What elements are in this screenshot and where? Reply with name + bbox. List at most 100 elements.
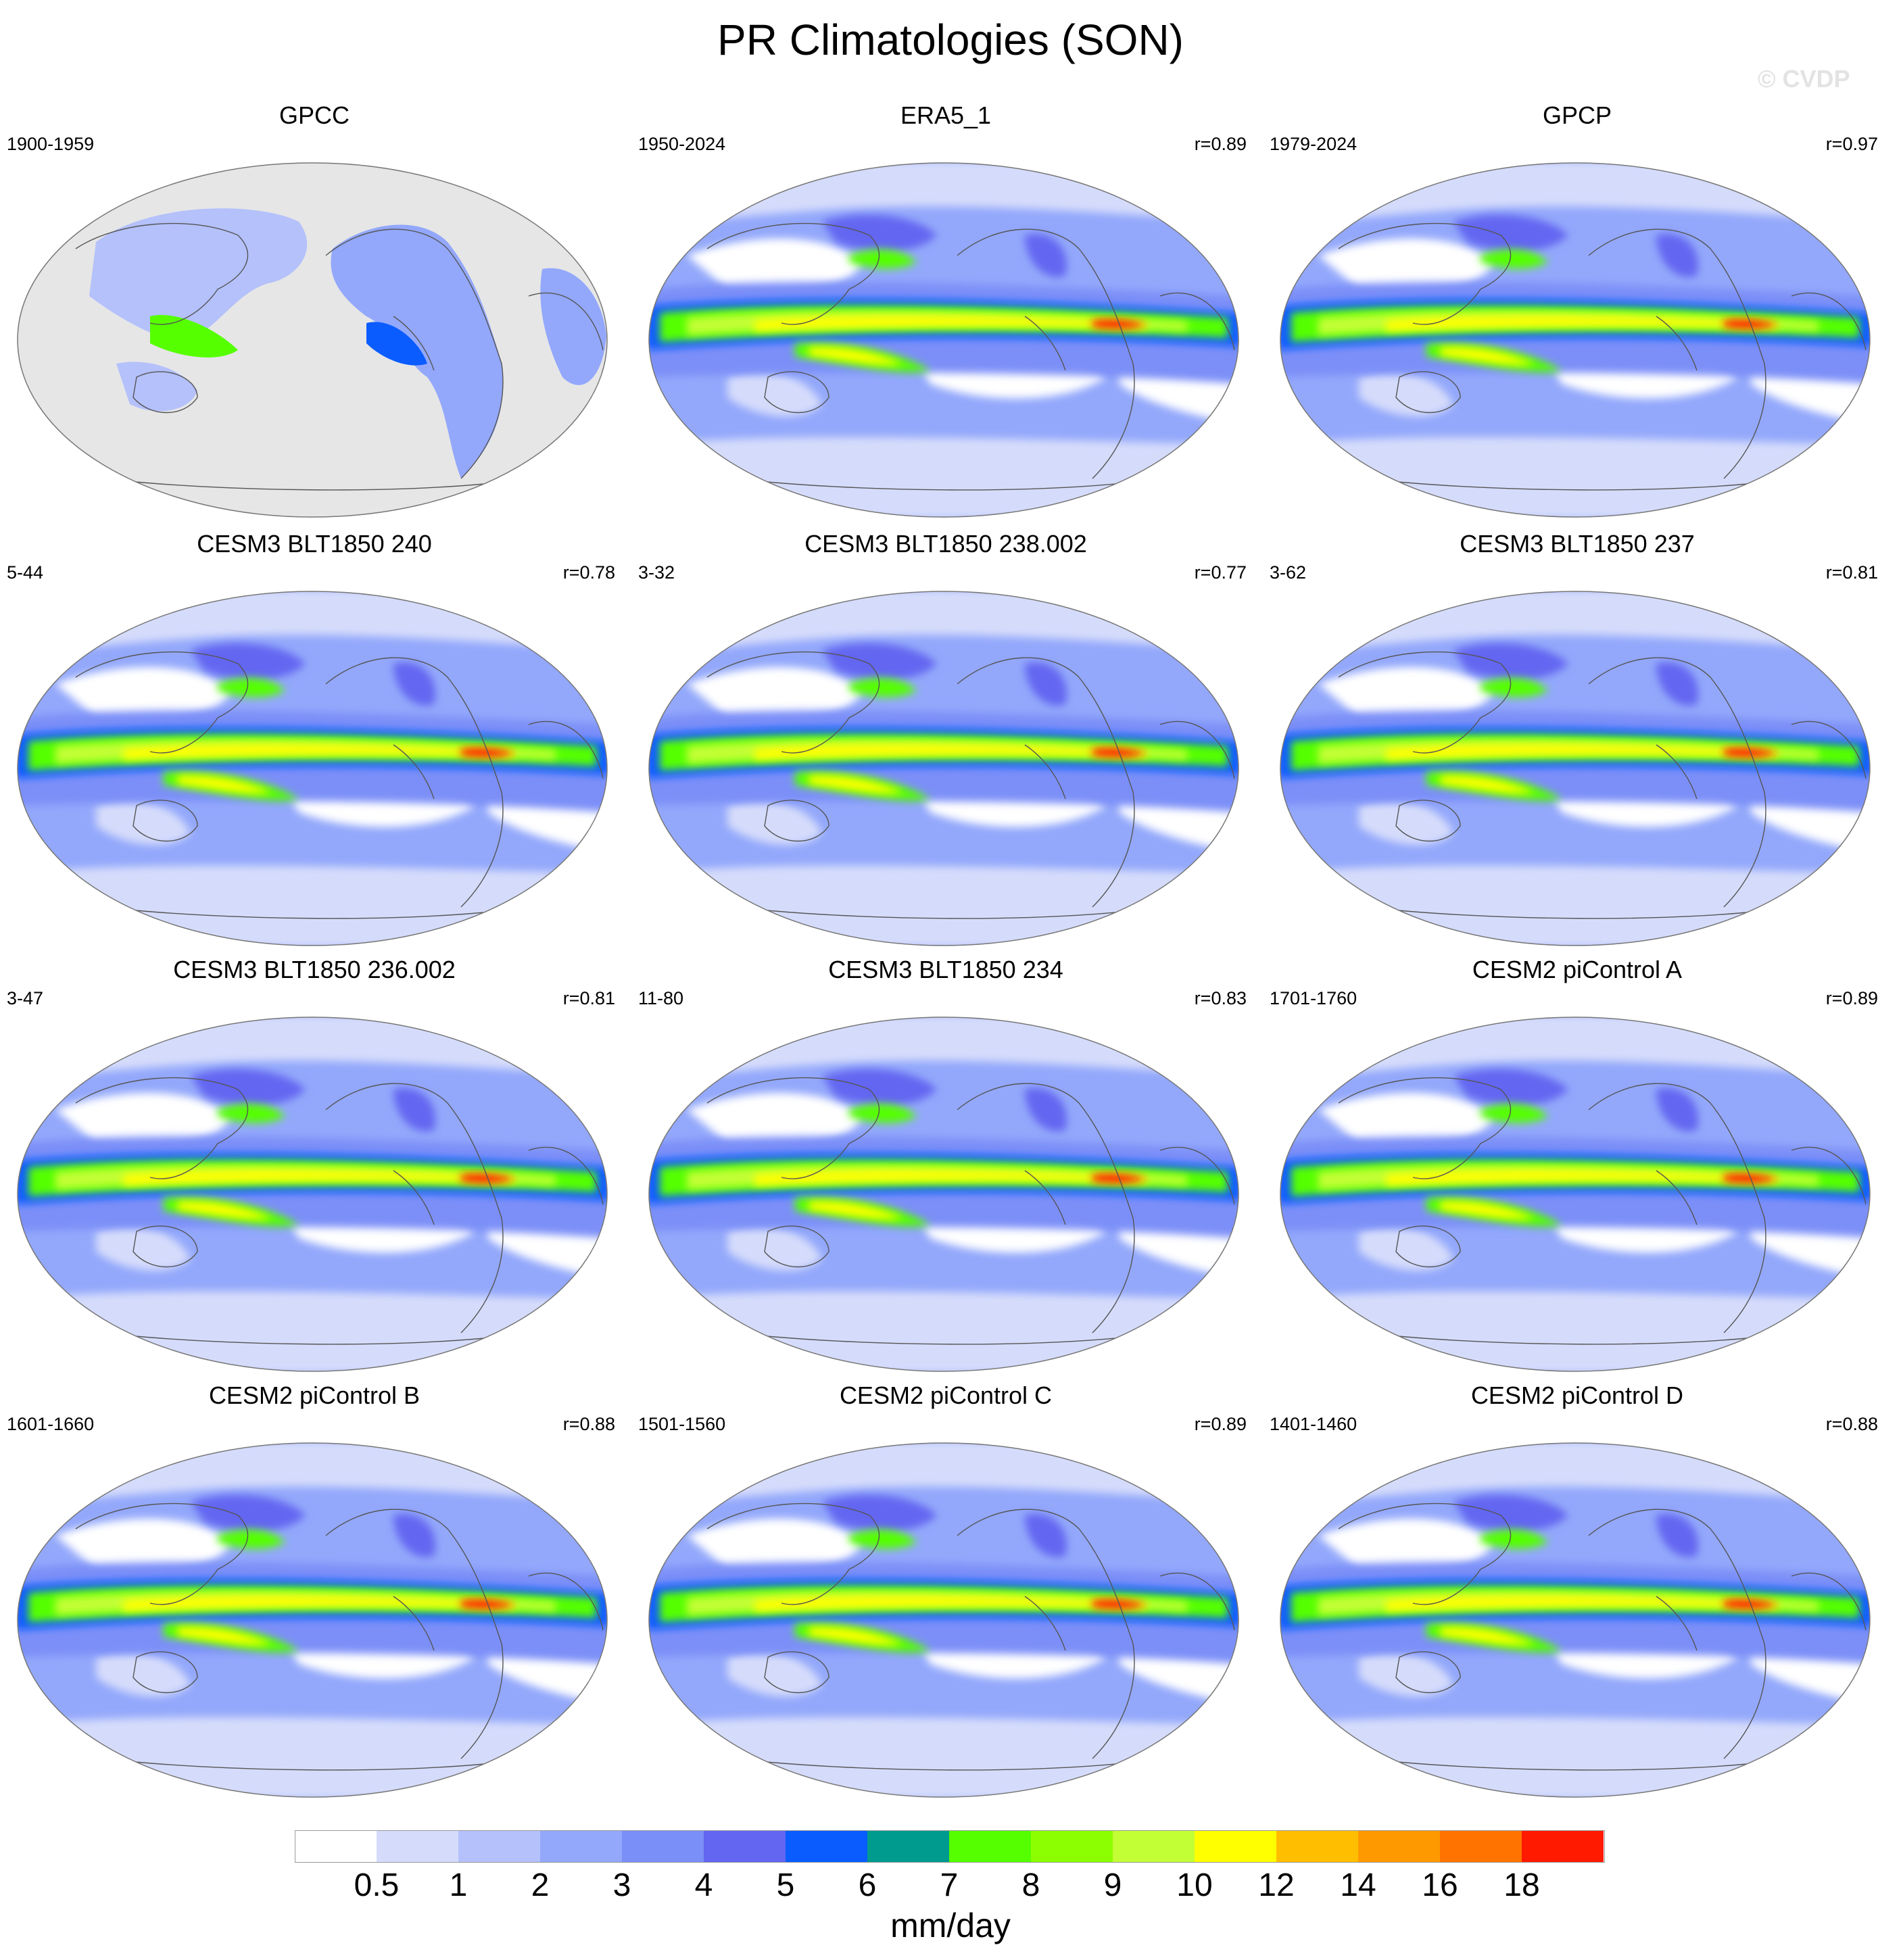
colorbar-swatch [1440, 1830, 1522, 1863]
coastline [764, 800, 829, 842]
precip-contour [18, 1291, 607, 1371]
precip-contour [96, 800, 191, 846]
coastline [528, 1572, 604, 1631]
coastline [1338, 651, 1512, 754]
precip-contour [1656, 1088, 1698, 1131]
coastline [1791, 292, 1867, 351]
panel-period: 1501-1560 [638, 1414, 726, 1434]
colorbar-swatch [786, 1830, 867, 1863]
precip-contour [1453, 214, 1568, 251]
colorbar-tick-label: 6 [858, 1867, 877, 1903]
coastline [75, 1077, 249, 1179]
coastline [325, 657, 504, 908]
panel-title: CESM3 BLT1850 238.002 [804, 530, 1087, 558]
precip-contour [1656, 662, 1698, 706]
precip-contour [1025, 1088, 1067, 1131]
coastline [733, 906, 1161, 919]
coastline [1365, 1332, 1792, 1345]
map-border [17, 591, 608, 946]
precip-contour [687, 1519, 863, 1572]
precip-contour [55, 1093, 231, 1146]
coastline [528, 720, 604, 779]
robinson-map [17, 591, 608, 946]
precip-contour [1318, 239, 1494, 292]
coastline [1395, 1225, 1461, 1268]
precip-contour [1359, 800, 1453, 846]
precip-contour [96, 1652, 191, 1697]
coastline [393, 744, 435, 800]
coastline [1338, 1502, 1512, 1605]
coastline [102, 1758, 529, 1771]
precip-contour [177, 1627, 272, 1645]
coastline [1024, 744, 1066, 800]
map-panel: CESM3 BLT1850 234 11-80 r=0.83 [638, 950, 1253, 1372]
colorbar-tick-label: 16 [1422, 1867, 1458, 1903]
colorbar-tick-label: 2 [531, 1867, 550, 1903]
colorbar-swatch [540, 1830, 622, 1863]
panel-period: 3-62 [1270, 562, 1307, 583]
robinson-map [1280, 1016, 1871, 1372]
coastline [1791, 1572, 1867, 1631]
colorbar-tick-label: 9 [1103, 1867, 1122, 1903]
precip-contour [1025, 1514, 1067, 1557]
panel-title: GPCC [279, 101, 350, 129]
precip-contour [1025, 234, 1067, 277]
panel-title: CESM2 piControl D [1470, 1381, 1684, 1409]
panel-correlation: r=0.83 [1194, 988, 1247, 1008]
precip-contour [1656, 1514, 1698, 1557]
map-border [17, 162, 608, 518]
colorbar-swatch [1358, 1830, 1440, 1863]
map-panel: CESM2 piControl C 1501-1560 r=0.89 [638, 1376, 1253, 1798]
precip-contour [727, 372, 822, 417]
precip-contour [849, 1529, 917, 1549]
map-border [648, 1016, 1239, 1372]
robinson-map [17, 1016, 608, 1372]
precip-contour [1440, 1627, 1535, 1645]
panel-correlation: r=0.97 [1825, 134, 1878, 154]
precip-contour [649, 437, 1238, 517]
coastline [733, 1758, 1161, 1771]
precip-contour [218, 1529, 285, 1549]
coastline [764, 1225, 829, 1268]
precip-contour [1280, 437, 1870, 517]
precip-contour [1386, 316, 1778, 331]
coastline [957, 228, 1135, 479]
coastline [957, 1083, 1135, 1333]
coastline [1395, 371, 1461, 414]
coastline [75, 1502, 249, 1605]
precip-contour [754, 1170, 1147, 1185]
coastline [1024, 1170, 1066, 1225]
coastline [1588, 228, 1766, 479]
colorbar-tick-label: 18 [1503, 1867, 1540, 1903]
coastline [102, 478, 529, 491]
map-panel: ERA5_1 1950-2024 r=0.89 [638, 96, 1253, 518]
precip-contour [1440, 347, 1535, 365]
coastline [1656, 1170, 1698, 1225]
panel-title: CESM2 piControl C [839, 1381, 1053, 1409]
colorbar-swatch [949, 1830, 1031, 1863]
precip-contour [727, 1652, 822, 1697]
coastline [1588, 1509, 1766, 1759]
coastline [764, 371, 829, 414]
precip-contour [1318, 1093, 1494, 1146]
coastline [1338, 1077, 1512, 1179]
coastline [75, 651, 249, 754]
coastline [325, 1083, 504, 1333]
precip-contour [1440, 775, 1535, 793]
precip-contour [809, 347, 903, 365]
precip-contour [1359, 1652, 1453, 1697]
panel-period: 1979-2024 [1270, 134, 1357, 154]
colorbar-tick-label: 3 [612, 1867, 631, 1903]
colorbar-tick-label: 1 [449, 1867, 468, 1903]
map-border [1280, 162, 1871, 518]
precip-contour [191, 1069, 306, 1106]
panel-period: 1401-1460 [1270, 1414, 1357, 1434]
colorbar-swatch [458, 1830, 540, 1863]
panel-title: CESM2 piControl B [208, 1381, 420, 1409]
precip-contour [55, 667, 231, 720]
precip-contour [1453, 643, 1568, 680]
panel-correlation: r=0.88 [1825, 1414, 1878, 1434]
coastline [393, 1596, 435, 1651]
precip-contour [18, 865, 607, 946]
coastline [1791, 720, 1867, 779]
